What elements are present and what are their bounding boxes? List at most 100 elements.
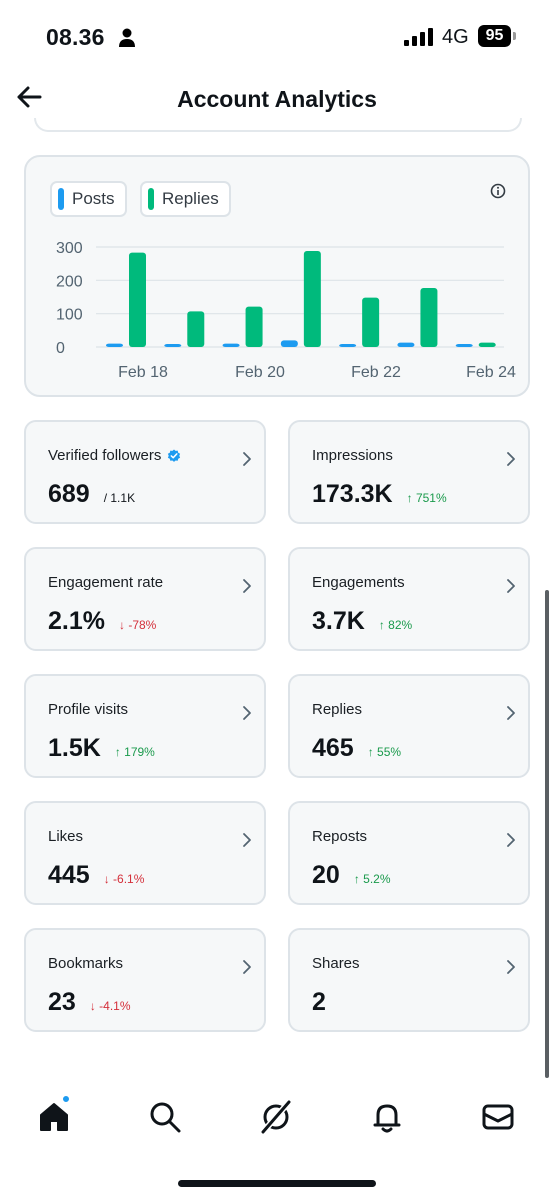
stat-label: Replies — [312, 701, 362, 718]
posts-bar — [339, 344, 357, 347]
posts-bar — [222, 343, 240, 347]
stat-value-row: 173.3K ↑ 751% — [312, 480, 447, 509]
stat-label-text: Shares — [312, 955, 360, 972]
y-tick-label: 200 — [56, 273, 83, 290]
x-tick-label: Feb 18 — [118, 364, 168, 381]
stat-value: 23 — [48, 988, 76, 1016]
battery-icon: 95 — [478, 25, 516, 47]
x-tick-label: Feb 22 — [351, 364, 401, 381]
stat-card-engagement-rate[interactable]: Engagement rate 2.1% ↓ -78% — [24, 547, 266, 651]
posts-bar — [164, 344, 182, 347]
stat-label: Reposts — [312, 828, 367, 845]
stat-value: 173.3K — [312, 480, 393, 508]
stat-label-text: Replies — [312, 701, 363, 718]
chevron-right-icon — [243, 960, 251, 974]
stat-value-row: 2.1% ↓ -78% — [48, 607, 156, 636]
stat-value: 1.5K — [48, 734, 101, 762]
bottom-nav — [0, 1090, 554, 1150]
y-tick-label: 300 — [56, 240, 83, 257]
stat-value: 445 — [48, 861, 90, 889]
stat-change: ↓ -6.1% — [103, 872, 145, 886]
stat-label-text: Reposts — [312, 828, 368, 845]
legend-posts-label: Posts — [72, 189, 115, 208]
info-icon[interactable] — [490, 183, 506, 199]
legend-posts[interactable]: Posts — [50, 181, 127, 217]
stat-label: Engagements — [312, 574, 405, 591]
stat-label: Shares — [312, 955, 360, 972]
chevron-right-icon — [507, 833, 515, 847]
status-bar: 08.36 4G 95 — [0, 0, 554, 70]
stat-value-row: 689 / 1.1K — [48, 480, 135, 509]
stat-card-engagements[interactable]: Engagements 3.7K ↑ 82% — [288, 547, 530, 651]
x-tick-label: Feb 24 — [466, 364, 516, 381]
chevron-right-icon — [507, 452, 515, 466]
stat-card-impressions[interactable]: Impressions 173.3K ↑ 751% — [288, 420, 530, 524]
stat-change: ↑ 179% — [114, 745, 155, 759]
back-arrow-icon[interactable] — [14, 82, 44, 112]
replies-bar — [303, 251, 321, 347]
stat-change: ↑ 55% — [367, 745, 402, 759]
stat-card-profile-visits[interactable]: Profile visits 1.5K ↑ 179% — [24, 674, 266, 778]
stat-change: ↑ 751% — [406, 491, 447, 505]
posts-bar — [455, 344, 473, 347]
stat-card-shares[interactable]: Shares 2 — [288, 928, 530, 1032]
replies-bar — [478, 342, 496, 347]
replies-bar — [362, 297, 380, 347]
legend-posts-swatch — [58, 188, 64, 210]
stat-value: 20 — [312, 861, 340, 889]
stat-change: ↑ 5.2% — [353, 872, 391, 886]
legend-replies[interactable]: Replies — [140, 181, 231, 217]
stat-card-likes[interactable]: Likes 445 ↓ -6.1% — [24, 801, 266, 905]
replies-bar — [245, 306, 263, 347]
stat-value-row: 1.5K ↑ 179% — [48, 734, 155, 763]
chevron-right-icon — [243, 579, 251, 593]
stat-value: 3.7K — [312, 607, 365, 635]
replies-bar — [420, 288, 438, 347]
chevron-right-icon — [507, 706, 515, 720]
stat-label: Verified followers — [48, 447, 181, 464]
stat-value: 465 — [312, 734, 354, 762]
person-icon — [119, 28, 135, 47]
header: Account Analytics — [0, 70, 554, 128]
verified-badge-icon — [168, 449, 181, 462]
search-icon[interactable] — [148, 1100, 182, 1134]
posts-bar — [280, 340, 298, 347]
posts-bar — [106, 343, 123, 347]
stat-card-reposts[interactable]: Reposts 20 ↑ 5.2% — [288, 801, 530, 905]
stat-change: ↓ -4.1% — [89, 999, 131, 1013]
stat-card-verified-followers[interactable]: Verified followers 689 / 1.1K — [24, 420, 266, 524]
legend-replies-swatch — [148, 188, 154, 210]
stat-value: 689 — [48, 480, 90, 508]
stat-total: / 1.1K — [103, 491, 136, 505]
mail-icon[interactable] — [481, 1100, 515, 1134]
stat-card-bookmarks[interactable]: Bookmarks 23 ↓ -4.1% — [24, 928, 266, 1032]
previous-card-edge — [34, 118, 522, 132]
home-icon[interactable] — [37, 1100, 71, 1134]
home-notification-dot — [61, 1094, 71, 1104]
stat-label: Profile visits — [48, 701, 128, 718]
stat-card-replies[interactable]: Replies 465 ↑ 55% — [288, 674, 530, 778]
stat-value-row: 2 — [312, 988, 326, 1017]
stat-label-text: Verified followers — [48, 447, 162, 464]
stat-label-text: Profile visits — [48, 701, 129, 718]
grok-icon[interactable] — [259, 1100, 293, 1134]
stat-label-text: Likes — [48, 828, 84, 845]
chevron-right-icon — [243, 833, 251, 847]
stat-label-text: Engagement rate — [48, 574, 164, 591]
y-tick-label: 0 — [56, 340, 65, 357]
posts-bar — [397, 342, 415, 347]
stat-change: ↓ -78% — [118, 618, 157, 632]
scrollbar[interactable] — [545, 590, 549, 1078]
signal-icon — [404, 28, 433, 46]
home-indicator — [178, 1180, 376, 1187]
stat-label-text: Engagements — [312, 574, 405, 591]
stat-label: Impressions — [312, 447, 393, 464]
stat-value-row: 445 ↓ -6.1% — [48, 861, 144, 890]
chevron-right-icon — [243, 706, 251, 720]
network-label: 4G — [442, 26, 469, 48]
stat-value: 2.1% — [48, 607, 105, 635]
stat-value-row: 3.7K ↑ 82% — [312, 607, 412, 636]
replies-bar — [129, 252, 146, 347]
page-title: Account Analytics — [177, 86, 377, 112]
bell-icon[interactable] — [370, 1100, 404, 1134]
